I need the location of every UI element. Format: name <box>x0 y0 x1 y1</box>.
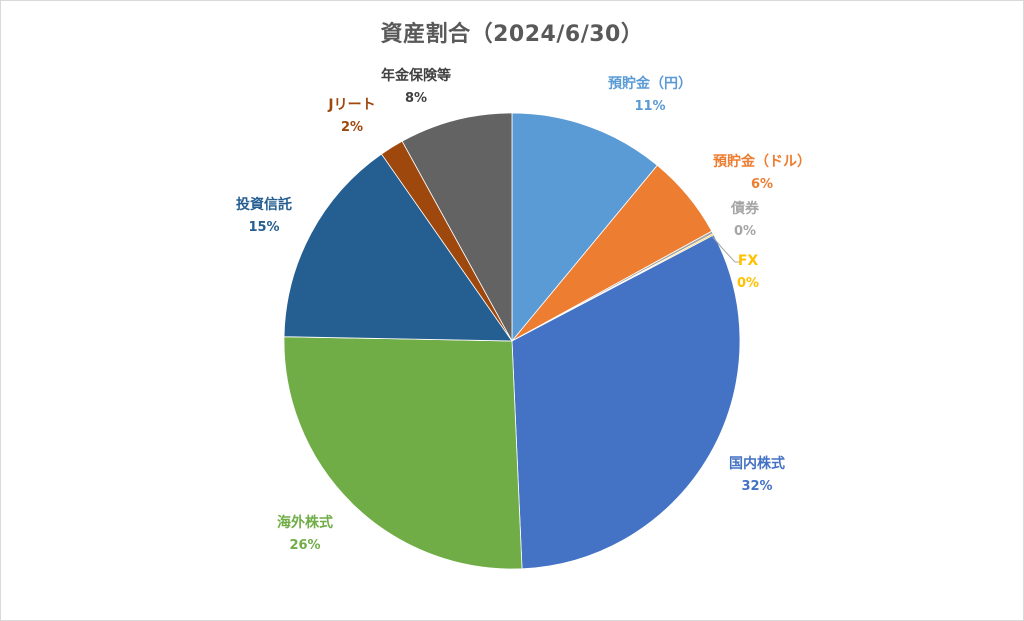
slice-percent-4: 32% <box>741 479 772 494</box>
slice-label-2: 債券 <box>730 200 760 217</box>
chart-title: 資産割合（2024/6/30） <box>380 22 644 47</box>
slice-percent-0: 11% <box>634 99 665 114</box>
slice-label-5: 海外株式 <box>277 514 333 531</box>
fx-leader-line <box>711 235 741 263</box>
slice-label-3: FX <box>738 253 759 269</box>
slice-label-7: Jリート <box>327 97 375 113</box>
slice-label-8: 年金保険等 <box>381 67 451 84</box>
slice-percent-8: 8% <box>405 91 427 106</box>
slice-percent-2: 0% <box>734 224 756 239</box>
pie-slice-0 <box>511 112 658 343</box>
slice-label-6: 投資信託 <box>236 196 292 213</box>
pie-slice-6 <box>283 153 513 342</box>
pie-slice-5 <box>283 336 523 570</box>
slice-percent-6: 15% <box>248 220 279 235</box>
slice-label-1: 預貯金（ドル） <box>713 153 811 170</box>
slice-label-4: 国内株式 <box>729 455 785 472</box>
slice-percent-7: 2% <box>341 120 363 135</box>
slice-percent-5: 26% <box>289 538 320 553</box>
slice-percent-3: 0% <box>737 276 759 291</box>
slice-percent-1: 6% <box>751 177 773 192</box>
pie-slice-8 <box>401 112 513 342</box>
pie-slice-4 <box>511 234 741 570</box>
slice-label-0: 預貯金（円） <box>608 75 692 92</box>
